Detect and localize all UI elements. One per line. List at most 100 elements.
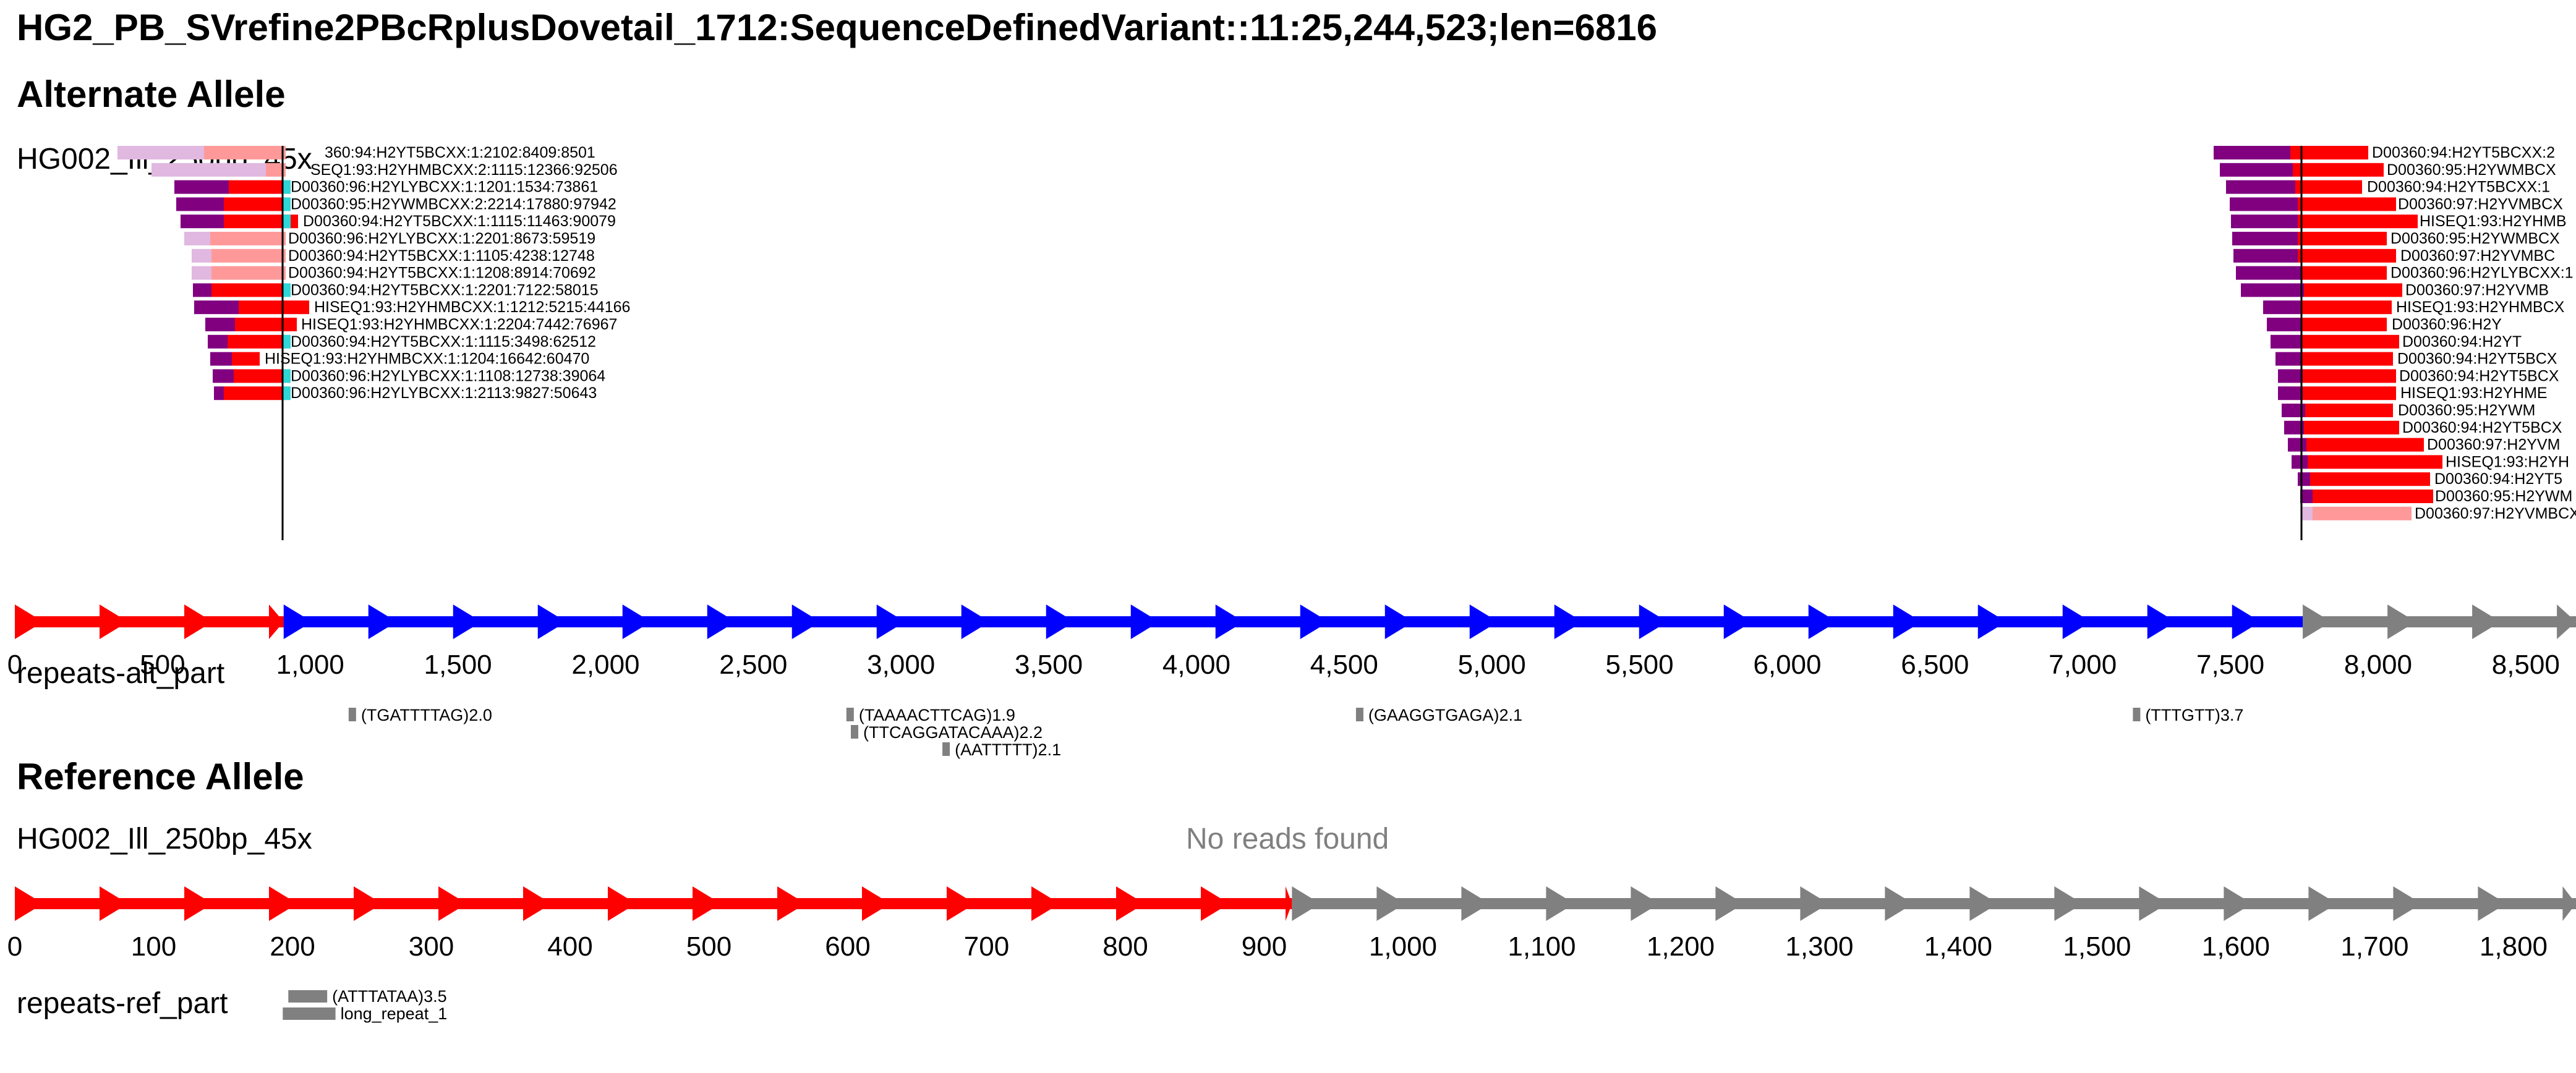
segment-arrow [1723,604,1752,639]
read-name: D00360:95:H2YWMBCXX:2:2214:17880:97942 [291,195,616,213]
axis-tick-label: 900 [1242,931,1287,962]
read-left-clip [210,352,232,366]
axis-tick-label: 700 [964,931,1009,962]
read-left-clip [2263,300,2300,315]
read-left-clip [2236,266,2301,280]
segment-arrow [184,886,213,921]
read-aligned [2305,404,2393,417]
segment-arrow [1977,604,2007,639]
segment-arrow [1201,886,1229,921]
read-name: D00360:96:H2YLYBCXX:1 [2390,265,2574,282]
axis-tick-label: 0 [7,650,22,680]
read-name: D00360:94:H2YT5BCXX:1:1115:11463:90079 [303,213,616,230]
read-aligned [2298,248,2396,263]
read-name: D00360:95:H2YWM [2398,402,2535,419]
axis-tick-label: 6,000 [1753,650,1821,680]
read-left-clip [2282,404,2305,417]
read-aligned [2308,455,2442,469]
read-aligned [2313,506,2412,520]
read-aligned [2298,232,2387,245]
read-left-clip [2232,232,2298,245]
axis-tick-label: 8,000 [2344,650,2412,680]
axis-tick-label: 6,500 [1901,650,1969,680]
segment-arrow [1885,886,1914,921]
axis-tick-label: 1,200 [1647,931,1715,962]
read-aligned [2304,420,2399,435]
read-left-clip [184,232,210,245]
read-name: D00360:94:H2YT5BCXX:1:1115:3498:62512 [291,333,596,350]
repeat-bar [942,742,950,756]
segment-arrow [1631,886,1660,921]
read-left-clip [174,180,229,194]
read-insert-mark [283,214,291,229]
axis-tick-label: 400 [547,931,592,962]
axis-tick-label: 100 [131,931,176,962]
read-name: D00360:97:H2YVMB [2405,281,2549,299]
read-left-clip [2241,283,2304,297]
segment-arrow [947,886,975,921]
read-left-clip [2298,472,2310,486]
segment-arrow [1031,886,1060,921]
read-name: D00360:96:H2Y [2392,316,2502,333]
segment-arrow [283,604,312,639]
ref-segment-track [15,886,2576,921]
segment-arrow [2139,886,2168,921]
segment-arrow [862,886,890,921]
axis-tick-label: 1,000 [1369,931,1437,962]
read-left-clip [2284,420,2304,435]
ref-axis: 0 100 200 300 400 500 600 700 800 900 1,000 1,100 1,… [7,931,2548,962]
read-name: HISEQ1:93:H2YHME [2400,384,2548,402]
read-aligned [2301,266,2387,280]
read-insert-mark [283,334,291,349]
segment-arrow [1800,886,1829,921]
repeat-label: (TGATTTTAG)2.0 [361,706,492,724]
alt-section-title: Alternate Allele [17,74,286,115]
read-name: D00360:94:H2YT5BCXX:1:2201:7122:58015 [291,281,599,299]
read-aligned [2301,352,2393,366]
axis-tick-label: 500 [140,650,185,680]
segment-arrow [1639,604,1668,639]
segment-arrow [1554,604,1583,639]
read-name: D00360:95:H2YWMBCX [2387,161,2556,179]
read-name: D00360:95:H2YWM [2435,488,2572,505]
segment-arrow [1461,886,1490,921]
read-aligned [2303,386,2396,401]
segment-arrow [2062,604,2091,639]
alt-reads-left-group: 360:94:H2YT5BCXX:1:2102:8409:8501SEQ1:93… [117,144,630,402]
read-left-clip [208,334,228,349]
read-insert-mark [283,369,291,383]
axis-tick-label: 5,000 [1458,650,1526,680]
segment-arrow [1215,604,1244,639]
segment-arrow [1292,886,1321,921]
segment-arrow [2232,604,2261,639]
segment-arrow [961,604,990,639]
alt-segment-track [15,604,2576,639]
alt-reads-right-group: D00360:94:H2YT5BCXX:2D00360:95:H2YWMBCXD… [2214,144,2576,522]
axis-tick-label: 1,100 [1508,931,1576,962]
read-name: HISEQ1:93:H2YH [2446,453,2569,470]
read-name: D00360:96:H2YLYBCXX:1:2113:9827:50643 [291,384,597,402]
read-left-clip [193,283,211,297]
read-aligned [2301,318,2387,331]
read-left-clip [2275,352,2301,366]
segment-arrow [2387,604,2416,639]
segment-arrow [693,886,721,921]
segment-arrow [269,604,284,639]
read-name: D00360:97:H2YVM [2427,436,2560,454]
read-aligned [2303,369,2396,383]
segment-bar [15,898,1292,909]
repeat-label: (AATTTTT)2.1 [955,740,1061,759]
segment-arrow [1546,886,1575,921]
read-aligned [239,300,309,315]
read-name: D00360:94:H2YT5BCX [2399,367,2559,384]
read-left-clip [2278,369,2303,383]
segment-bar [2303,616,2576,627]
read-insert-mark [283,283,291,297]
read-left-clip [181,214,224,229]
segment-arrow [777,886,806,921]
axis-tick-label: 7,000 [2049,650,2117,680]
segment-arrow [438,886,467,921]
segment-arrow [523,886,552,921]
